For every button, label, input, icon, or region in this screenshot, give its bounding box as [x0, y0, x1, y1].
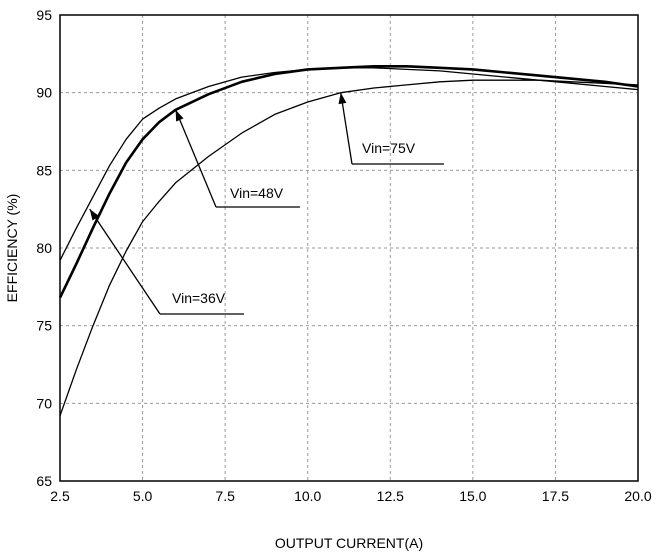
arrowhead-icon	[89, 209, 100, 221]
tick-labels: 2.5 5.0 7.5 10.0 12.5 15.0 17.5 20.0 65 70 75 80 85 9…	[36, 7, 651, 504]
annotation-label: Vin=36V	[172, 290, 226, 306]
annotation-vin-75v: Vin=75V	[338, 92, 444, 165]
x-tick-label: 15.0	[459, 488, 486, 504]
annotation-leader	[89, 208, 161, 315]
plot-frame	[59, 14, 639, 482]
y-axis-label: EFFICIENCY (%)	[4, 194, 20, 303]
y-tick-label: 85	[36, 162, 52, 178]
x-tick-label: 10.0	[294, 488, 321, 504]
series-lines	[58, 65, 639, 417]
x-tick-label: 12.5	[377, 488, 404, 504]
x-tick-label: 7.5	[215, 488, 235, 504]
arrowhead-icon	[175, 109, 184, 122]
y-tick-label: 80	[36, 240, 52, 256]
x-tick-label: 2.5	[50, 488, 70, 504]
annotation-label: Vin=48V	[230, 185, 284, 201]
annotation-label: Vin=75V	[362, 140, 416, 156]
series-line-vin-48v	[58, 65, 639, 299]
annotations: Vin=75V Vin=48V Vin=36V	[89, 92, 444, 315]
x-tick-label: 5.0	[133, 488, 153, 504]
annotation-leader	[174, 109, 217, 208]
y-tick-label: 65	[36, 473, 52, 489]
y-tick-label: 90	[36, 85, 52, 101]
grid	[60, 15, 638, 481]
arrowhead-icon	[338, 92, 347, 105]
annotation-leader	[340, 92, 353, 165]
annotation-vin-48v: Vin=48V	[174, 109, 300, 208]
x-tick-label: 20.0	[624, 488, 651, 504]
y-tick-label: 70	[36, 395, 52, 411]
y-tick-label: 75	[36, 318, 52, 334]
y-tick-label: 95	[36, 7, 52, 23]
annotation-vin-36v: Vin=36V	[89, 208, 244, 315]
series-line-vin-75v	[59, 79, 639, 417]
x-tick-label: 17.5	[542, 488, 569, 504]
series-line-vin-36v	[59, 67, 639, 261]
x-axis-label: OUTPUT CURRENT(A)	[275, 535, 423, 551]
